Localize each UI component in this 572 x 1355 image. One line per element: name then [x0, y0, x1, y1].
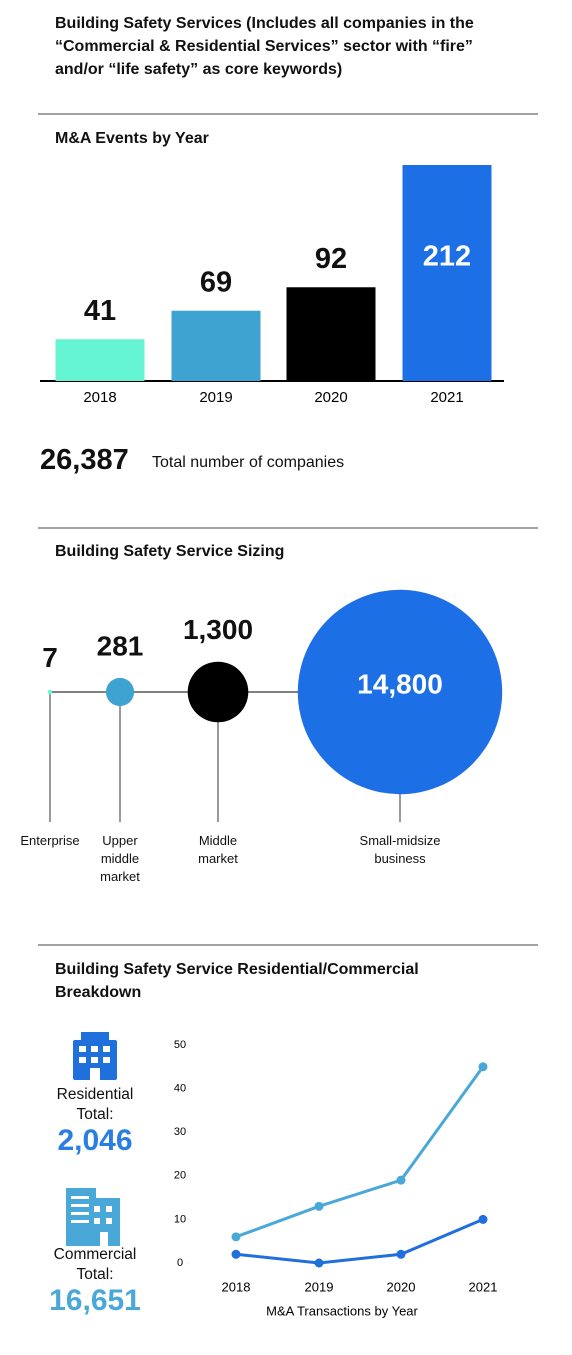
- point: [231, 1249, 241, 1259]
- bar: [402, 165, 492, 381]
- point: [478, 1214, 488, 1224]
- y-tick-label: 50: [174, 1039, 186, 1051]
- x-tick-label: 2021: [469, 1279, 498, 1294]
- y-tick-label: 40: [174, 1083, 186, 1095]
- point: [314, 1258, 324, 1268]
- data-label: 1,300: [183, 614, 253, 645]
- point: [478, 1062, 488, 1072]
- point: [231, 1232, 241, 1242]
- line: [235, 1065, 485, 1239]
- category-label: Middle market: [198, 833, 238, 866]
- bubble: [105, 677, 135, 707]
- x-tick-label: 2019: [305, 1279, 334, 1294]
- x-axis-label: M&A Transactions by Year: [266, 1303, 418, 1318]
- total-label: Residential Total:: [56, 1086, 134, 1123]
- x-tick-label: 2020: [387, 1279, 416, 1294]
- total-value: 2,046: [57, 1124, 133, 1157]
- category-label: Enterprise: [20, 833, 80, 848]
- residential-icon: [73, 1032, 117, 1080]
- x-tick-label: 2018: [83, 389, 116, 406]
- x-tick-label: 2019: [199, 389, 232, 406]
- category-label: Upper middle market: [100, 833, 140, 884]
- x-tick-label: 2018: [222, 1279, 251, 1294]
- chart-title: Building Safety Service Residential/Comm…: [55, 961, 419, 1001]
- bar: [171, 310, 261, 381]
- point: [314, 1201, 324, 1211]
- point: [396, 1249, 406, 1259]
- bubble: [187, 661, 249, 723]
- y-tick-label: 0: [177, 1257, 183, 1269]
- commercial-icon: [66, 1188, 120, 1246]
- chart-title: M&A Events by Year: [55, 130, 209, 147]
- line: [235, 1218, 484, 1265]
- total-label: Commercial Total:: [53, 1246, 137, 1283]
- page-title: Building Safety Services (Includes all c…: [55, 15, 474, 78]
- y-tick-label: 10: [174, 1213, 186, 1225]
- bubble: [297, 589, 503, 795]
- bar: [55, 339, 145, 381]
- data-label: 7: [42, 642, 58, 673]
- data-label: 41: [84, 295, 116, 327]
- x-tick-label: 2021: [430, 389, 463, 406]
- bar: [286, 287, 376, 381]
- data-label: 69: [200, 266, 232, 298]
- y-tick-label: 20: [174, 1170, 186, 1182]
- chart-title: Building Safety Service Sizing: [55, 543, 285, 560]
- data-label: 14,800: [357, 668, 443, 699]
- data-label: 281: [97, 630, 144, 661]
- bubble: [47, 689, 53, 695]
- data-label: 92: [315, 243, 347, 275]
- x-tick-label: 2020: [314, 389, 347, 406]
- data-label: 212: [423, 241, 471, 273]
- category-label: Small-midsize business: [359, 833, 441, 866]
- total-value: 16,651: [49, 1284, 141, 1317]
- stat-text: Total number of companies: [152, 454, 345, 471]
- point: [396, 1175, 406, 1185]
- y-tick-label: 30: [174, 1126, 186, 1138]
- stat-value: 26,387: [40, 444, 129, 476]
